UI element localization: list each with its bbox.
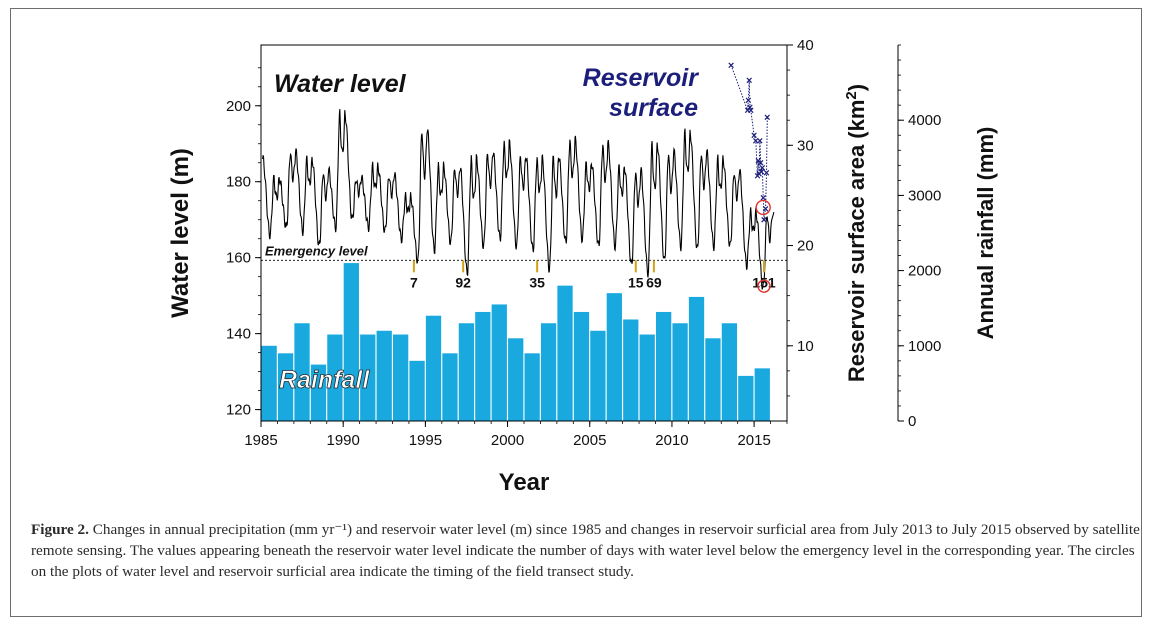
rainfall-bar — [491, 304, 507, 421]
rainfall-bar — [656, 311, 672, 421]
low-level-days-label: 151 — [752, 274, 776, 290]
surface-area-point: × — [751, 130, 757, 142]
rainfall-bar — [672, 323, 688, 421]
rainfall-bar — [623, 319, 639, 421]
surface-area-point: × — [748, 105, 754, 117]
y-left-tick-label: 140 — [226, 326, 251, 343]
x-tick-label: 2000 — [491, 432, 524, 449]
y-left-tick-label: 200 — [226, 98, 251, 115]
y-right1-tick-label: 20 — [797, 238, 814, 255]
x-tick-label: 1990 — [327, 432, 360, 449]
surface-area-point: × — [762, 203, 768, 215]
caption-text: Changes in annual precipitation (mm yr⁻¹… — [31, 521, 1140, 580]
y-left-tick-label: 180 — [226, 174, 251, 191]
y-right2-axis-label: Annual rainfall (mm) — [973, 127, 998, 340]
surface-area-point: × — [744, 105, 750, 117]
surface-area-point: × — [747, 102, 753, 114]
rainfall-bar — [508, 338, 524, 421]
rainfall-bar — [524, 353, 540, 421]
x-tick-label: 2015 — [737, 432, 770, 449]
x-tick-label: 1995 — [409, 432, 442, 449]
rainfall-bar — [425, 315, 442, 421]
y-right2-tick-label: 2000 — [908, 263, 941, 280]
y-right2-tick-label: 4000 — [908, 112, 941, 129]
low-level-days-label: 15 — [628, 274, 644, 290]
water-level-circle — [757, 279, 771, 293]
y-right2-tick-label: 1000 — [908, 338, 941, 355]
y-right1-axis-label: Reservoir surface area (km2) — [843, 84, 869, 382]
rainfall-bar — [360, 334, 376, 421]
surface-area-point: × — [745, 95, 751, 107]
surface-area-point: × — [728, 60, 734, 72]
surface-area-point: × — [753, 135, 759, 147]
surface-area-point: × — [760, 192, 766, 204]
figure-frame: Emergency level 7 92 35 15 69 151 × × × × × × × × × × × × ×… — [10, 8, 1142, 617]
rainfall-bar — [590, 330, 606, 421]
water-level-title: Water level — [274, 70, 407, 98]
y-left-tick-label: 120 — [226, 402, 251, 419]
x-tick-label: 2005 — [573, 432, 606, 449]
rainfall-title: Rainfall — [279, 366, 370, 394]
rainfall-bar — [343, 263, 359, 421]
y-right2-tick-label: 0 — [908, 413, 916, 430]
rainfall-bar — [639, 334, 655, 421]
figure-caption: Figure 2. Changes in annual precipitatio… — [31, 519, 1141, 582]
rainfall-bar — [688, 296, 705, 421]
rainfall-bar — [294, 323, 310, 421]
water-level-line — [262, 109, 775, 290]
rainfall-bar — [475, 311, 491, 421]
rainfall-bar — [442, 353, 458, 421]
rainfall-bar — [754, 368, 770, 421]
rainfall-bar — [261, 345, 277, 421]
surface-area-point: × — [755, 155, 761, 167]
surface-area-point: × — [764, 112, 770, 124]
x-axis-label: Year — [499, 469, 550, 496]
caption-label: Figure 2. — [31, 521, 89, 538]
low-level-days-label: 92 — [455, 274, 471, 290]
surface-area-line — [730, 64, 768, 220]
low-level-days-label: 7 — [410, 274, 418, 290]
rainfall-bar — [738, 375, 754, 421]
emergency-level-label: Emergency level — [265, 243, 368, 258]
low-level-days-label: 35 — [529, 274, 545, 290]
y-right2-tick-label: 3000 — [908, 187, 941, 204]
rainfall-bar — [557, 285, 573, 421]
rainfall-bar — [573, 311, 590, 421]
low-level-days-label: 69 — [646, 274, 662, 290]
surface-area-point: × — [758, 166, 764, 178]
rainfall-bar — [458, 323, 475, 421]
surface-area-point: × — [757, 135, 763, 147]
reservoir-surface-title-line1: Reservoir — [583, 64, 700, 92]
surface-area-point: × — [746, 75, 752, 87]
rainfall-bar — [277, 353, 294, 421]
surface-area-point: × — [756, 168, 762, 180]
surface-area-point: × — [759, 162, 765, 174]
rainfall-bar — [606, 293, 622, 421]
surface-area-point: × — [757, 157, 763, 169]
rainfall-bar — [721, 323, 738, 421]
y-left-axis-label: Water level (m) — [167, 148, 194, 318]
surface-area-circle — [755, 199, 771, 216]
rainfall-bar — [409, 360, 425, 421]
surface-area-point: × — [754, 170, 760, 182]
y-right1-tick-label: 30 — [797, 137, 814, 154]
rainfall-bar — [540, 323, 557, 421]
x-tick-label: 1985 — [244, 432, 277, 449]
surface-area-point: × — [761, 214, 767, 226]
x-tick-label: 2010 — [655, 432, 688, 449]
y-right1-tick-label: 40 — [797, 37, 814, 54]
rainfall-bar — [310, 364, 327, 421]
rainfall-bar — [327, 334, 343, 421]
surface-area-point: × — [763, 167, 769, 179]
rainfall-bar — [393, 334, 409, 421]
y-right1-tick-label: 10 — [797, 338, 814, 355]
rainfall-bar — [705, 338, 721, 421]
rainfall-bar — [376, 330, 392, 421]
reservoir-surface-title-line2: surface — [609, 94, 698, 122]
y-left-tick-label: 160 — [226, 250, 251, 267]
